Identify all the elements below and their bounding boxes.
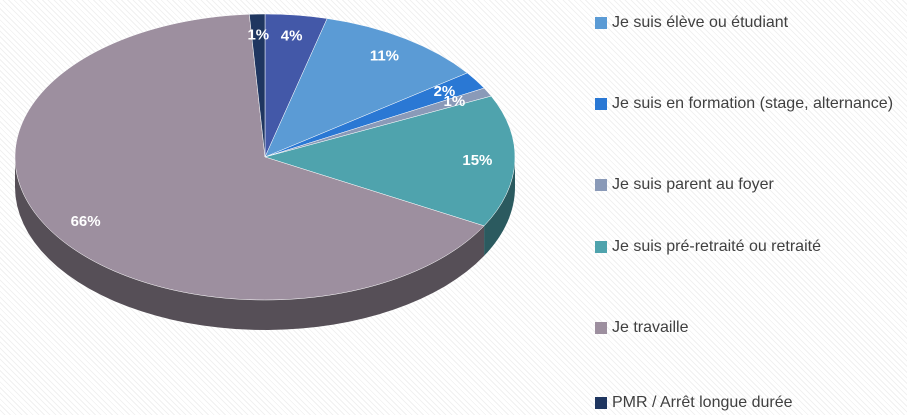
legend-item: Je suis pré-retraité ou retraité	[595, 236, 907, 258]
slice	[264, 95, 516, 227]
data-label: 1%	[443, 93, 465, 110]
data-label: 15%	[462, 152, 492, 169]
data-label: 2%	[434, 83, 456, 100]
data-label: 66%	[71, 213, 101, 230]
slice	[249, 13, 266, 158]
legend-label: Je travaille	[612, 319, 689, 336]
slice-side	[15, 157, 485, 330]
legend-swatch	[595, 98, 607, 110]
legend-item: Je suis en formation (stage, alternance)	[595, 93, 907, 115]
legend-swatch	[595, 397, 607, 409]
legend-swatch	[595, 322, 607, 334]
legend-swatch	[595, 241, 607, 253]
legend-label: Je suis parent au foyer	[612, 176, 774, 193]
data-label: 11%	[370, 47, 399, 64]
legend-item: Je travaille	[595, 317, 907, 339]
legend-swatch	[595, 179, 607, 191]
data-label: 4%	[281, 27, 303, 44]
legend-swatch	[595, 17, 607, 29]
legend-item: Je suis parent au foyer	[595, 174, 907, 196]
legend-item: Je suis élève ou étudiant	[595, 12, 907, 34]
slice	[14, 14, 485, 301]
legend-item: PMR / Arrêt longue durée	[595, 392, 907, 414]
legend-label: Je suis élève ou étudiant	[612, 14, 789, 31]
legend-label: Je suis en formation (stage, alternance)	[612, 95, 894, 112]
legend-label: PMR / Arrêt longue durée	[612, 394, 793, 411]
slice-side	[484, 157, 515, 256]
slice	[264, 18, 468, 158]
legend-label: Je suis pré-retraité ou retraité	[612, 238, 821, 255]
data-label: 1%	[247, 26, 269, 43]
